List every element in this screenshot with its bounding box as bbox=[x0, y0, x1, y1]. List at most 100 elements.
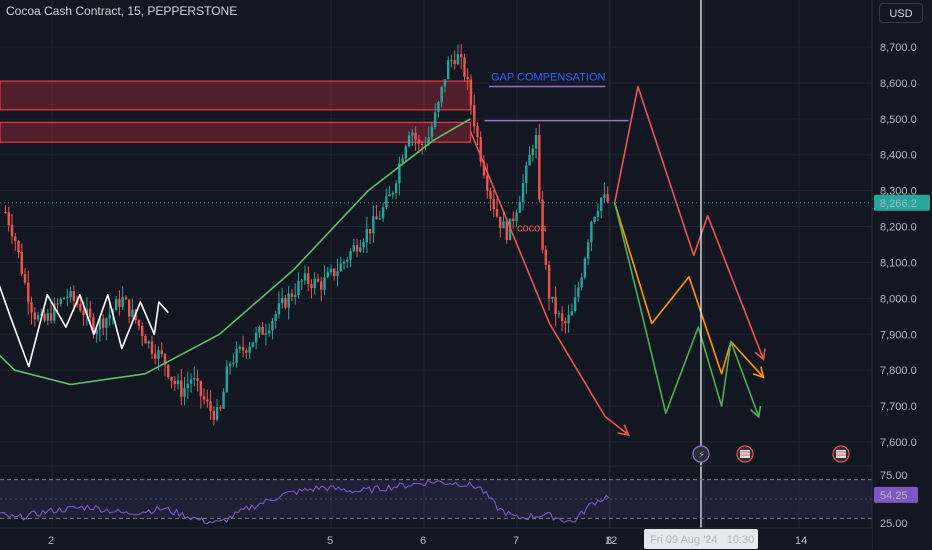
candle-body bbox=[560, 313, 564, 321]
price-tick-label: 7,700.0 bbox=[880, 401, 917, 413]
candle-body bbox=[450, 60, 453, 62]
candle-body bbox=[342, 261, 346, 264]
candle-body bbox=[398, 163, 401, 184]
candle-body bbox=[248, 346, 251, 353]
price-axis-bg bbox=[872, 0, 932, 550]
cocoa-label: cocoa bbox=[517, 223, 547, 235]
rsi-value-label: 54.25 bbox=[880, 490, 908, 502]
candle-body bbox=[10, 225, 14, 237]
time-tick-label: 2 bbox=[48, 535, 54, 547]
candle-body bbox=[525, 165, 528, 183]
candle-body bbox=[163, 353, 167, 365]
last-price-label: 8,266.2 bbox=[880, 198, 917, 210]
candle-body bbox=[49, 313, 53, 321]
candle-body bbox=[36, 315, 40, 320]
red-trend-arrow bbox=[604, 416, 630, 436]
candle-body bbox=[460, 54, 463, 58]
projection-red-arrowhead bbox=[754, 348, 766, 361]
candle-body bbox=[486, 175, 489, 191]
candle-body bbox=[394, 183, 398, 193]
projection-orange-arrowhead bbox=[752, 366, 765, 379]
time-tick-label: 12 bbox=[605, 535, 617, 547]
time-tick-label: 6 bbox=[420, 535, 426, 547]
candle-body bbox=[147, 341, 150, 344]
candle-body bbox=[547, 264, 551, 299]
candle-body bbox=[414, 132, 417, 140]
candle-body bbox=[20, 252, 23, 274]
candle-body bbox=[261, 326, 264, 335]
candle-body bbox=[232, 362, 235, 364]
candle-body bbox=[482, 161, 486, 176]
candle-body bbox=[544, 249, 548, 265]
gap-compensation-label: GAP COMPENSATION bbox=[491, 72, 606, 84]
candle-body bbox=[23, 273, 27, 283]
rsi-value-badge bbox=[874, 486, 918, 503]
candle-body bbox=[62, 297, 66, 299]
price-tick-label: 8,300.0 bbox=[880, 186, 917, 198]
candle-body bbox=[554, 296, 557, 314]
flag-body bbox=[740, 450, 750, 458]
candle-body bbox=[440, 86, 443, 103]
candle-body bbox=[209, 401, 212, 411]
candle-body bbox=[346, 259, 349, 262]
candle-body bbox=[131, 309, 134, 317]
candle-body bbox=[212, 410, 216, 420]
resistance-zone bbox=[0, 80, 472, 111]
candle-body bbox=[411, 132, 414, 136]
candle-body bbox=[92, 317, 95, 335]
price-tick-label: 8,200.0 bbox=[880, 222, 917, 234]
red-trend-line bbox=[469, 131, 607, 418]
candle-body bbox=[417, 139, 421, 144]
candle-body bbox=[290, 293, 294, 297]
lightning-glyph: ⚡ bbox=[698, 450, 705, 461]
candle-body bbox=[287, 293, 290, 308]
projection-green bbox=[613, 202, 760, 418]
candle-body bbox=[264, 333, 268, 335]
candle-body bbox=[463, 57, 466, 77]
candle-body bbox=[72, 291, 76, 301]
red-trend-arrowhead bbox=[617, 424, 630, 436]
candle-body bbox=[391, 192, 395, 195]
candle-body bbox=[141, 325, 144, 336]
price-tick-label: 8,600.0 bbox=[880, 78, 917, 90]
candle-body bbox=[557, 313, 561, 315]
candle-body bbox=[85, 308, 89, 316]
candle-body bbox=[215, 407, 219, 420]
candle-body bbox=[238, 346, 242, 349]
candle-body bbox=[127, 299, 131, 317]
candle-body bbox=[121, 297, 124, 307]
candle-body bbox=[316, 278, 320, 282]
lightning-icon bbox=[692, 445, 710, 463]
white-zigzag-line bbox=[0, 285, 169, 368]
candle-body bbox=[538, 135, 541, 200]
candle-body bbox=[144, 335, 147, 344]
candle-body bbox=[88, 308, 92, 318]
candle-body bbox=[349, 251, 352, 260]
grid bbox=[0, 0, 872, 528]
candle-body bbox=[310, 284, 313, 289]
candle-body bbox=[313, 278, 316, 289]
candle-body bbox=[407, 135, 411, 147]
currency-button[interactable]: USD bbox=[879, 3, 923, 23]
candle-body bbox=[427, 137, 430, 145]
candle-body bbox=[193, 378, 196, 380]
candle-body bbox=[606, 194, 609, 202]
rsi-line bbox=[0, 479, 610, 524]
candle-body bbox=[564, 320, 567, 324]
candle-body bbox=[98, 318, 102, 330]
candle-body bbox=[137, 320, 141, 326]
time-tick-label: 14 bbox=[795, 535, 807, 547]
candle-body bbox=[512, 218, 515, 221]
price-tick-label: 8,400.0 bbox=[880, 150, 917, 162]
rsi-tick-label: 25.00 bbox=[880, 518, 908, 530]
candle-body bbox=[43, 314, 46, 321]
candle-body bbox=[114, 299, 118, 311]
candle-body bbox=[499, 216, 502, 229]
candle-body bbox=[502, 221, 505, 229]
candle-body bbox=[196, 378, 199, 382]
crosshair-time-badge bbox=[644, 529, 758, 549]
candle-body bbox=[105, 318, 108, 328]
candle-body bbox=[372, 216, 375, 234]
candle-body bbox=[154, 353, 157, 359]
